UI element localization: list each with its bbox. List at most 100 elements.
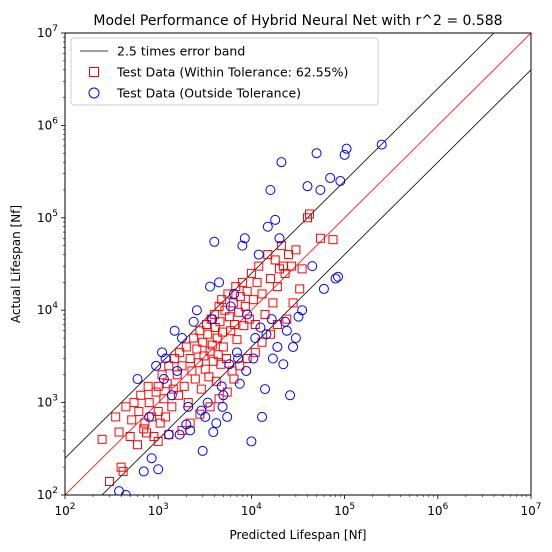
data-point-circle bbox=[276, 157, 287, 168]
data-point-circle bbox=[183, 401, 194, 412]
data-point-circle bbox=[325, 172, 336, 183]
data-point-circle bbox=[293, 311, 304, 322]
data-point-circle bbox=[257, 411, 268, 422]
data-point-square bbox=[244, 314, 254, 324]
data-point-square bbox=[196, 384, 206, 394]
data-point-square bbox=[161, 412, 171, 422]
data-point-square bbox=[315, 233, 325, 243]
data-point-circle bbox=[166, 390, 177, 401]
data-point-square bbox=[199, 351, 209, 361]
data-point-circle bbox=[169, 325, 180, 336]
data-point-circle bbox=[157, 347, 168, 358]
data-point-square bbox=[304, 209, 314, 219]
data-point-square bbox=[235, 361, 245, 371]
data-point-square bbox=[232, 335, 242, 345]
data-point-circle bbox=[202, 397, 213, 408]
data-point-square bbox=[159, 394, 169, 404]
data-point-square bbox=[239, 321, 249, 331]
data-point-square bbox=[211, 376, 221, 386]
data-point-square bbox=[224, 312, 234, 322]
legend-label-outside-tolerance: Test Data (Outside Tolerance) bbox=[116, 86, 301, 101]
data-point-square bbox=[218, 342, 228, 352]
data-point-circle bbox=[307, 261, 318, 272]
data-point-square bbox=[153, 381, 163, 391]
data-point-square bbox=[204, 372, 214, 382]
data-point-circle bbox=[261, 329, 272, 340]
data-point-circle bbox=[160, 353, 171, 364]
x-tick-label: 104 bbox=[241, 502, 262, 518]
data-point-square bbox=[272, 282, 282, 292]
data-point-square bbox=[153, 436, 163, 446]
x-tick-label: 106 bbox=[427, 502, 448, 518]
data-point-circle bbox=[260, 384, 271, 395]
chart-title: Model Performance of Hybrid Neural Net w… bbox=[93, 13, 502, 29]
data-point-square bbox=[287, 261, 297, 271]
data-point-circle bbox=[163, 429, 174, 440]
y-axis-label: Actual Lifespan [Nf] bbox=[9, 205, 23, 323]
data-point-circle bbox=[205, 281, 216, 292]
data-point-circle bbox=[341, 143, 352, 154]
data-point-circle bbox=[266, 314, 277, 325]
data-point-square bbox=[118, 466, 128, 476]
x-tick-label: 105 bbox=[334, 502, 355, 518]
x-tick-label: 107 bbox=[520, 502, 541, 518]
data-point-square bbox=[280, 268, 290, 278]
data-point-square bbox=[198, 337, 208, 347]
data-point-square bbox=[242, 286, 252, 296]
data-point-square bbox=[97, 434, 107, 444]
data-point-square bbox=[282, 314, 292, 324]
legend-circle-marker bbox=[88, 87, 100, 99]
data-point-square bbox=[111, 412, 121, 422]
data-point-square bbox=[153, 407, 163, 417]
data-point-circle bbox=[250, 333, 261, 344]
data-point-circle bbox=[158, 374, 169, 385]
data-point-square bbox=[265, 329, 275, 339]
data-point-circle bbox=[255, 322, 266, 333]
data-point-square bbox=[222, 387, 232, 397]
data-point-circle bbox=[274, 233, 285, 244]
data-point-square bbox=[297, 264, 307, 274]
data-point-square bbox=[248, 295, 258, 305]
data-point-square bbox=[177, 361, 187, 371]
data-point-circle bbox=[288, 341, 299, 352]
data-point-circle bbox=[253, 249, 264, 260]
data-point-square bbox=[265, 274, 275, 284]
data-point-square bbox=[276, 241, 286, 251]
data-point-square bbox=[221, 354, 231, 364]
y-tick-label: 102 bbox=[37, 486, 58, 502]
data-point-circle bbox=[239, 233, 250, 244]
data-point-square bbox=[190, 374, 200, 384]
data-point-square bbox=[193, 358, 203, 368]
data-point-square bbox=[216, 359, 226, 369]
data-point-square bbox=[257, 337, 267, 347]
data-point-circle bbox=[246, 436, 257, 447]
data-point-circle bbox=[153, 464, 164, 475]
series-1 bbox=[114, 139, 387, 495]
data-point-circle bbox=[311, 148, 322, 159]
data-point-square bbox=[192, 344, 202, 354]
legend-label-within-tolerance: Test Data (Within Tolerance: 62.55%) bbox=[116, 65, 348, 80]
y-tick-label: 107 bbox=[37, 24, 58, 40]
data-point-circle bbox=[285, 390, 296, 401]
data-point-square bbox=[168, 384, 178, 394]
data-point-circle bbox=[191, 305, 202, 316]
data-point-square bbox=[185, 354, 195, 364]
legend: 2.5 times error band Test Data (Within T… bbox=[70, 37, 379, 106]
data-point-circle bbox=[132, 374, 143, 385]
data-point-circle bbox=[228, 288, 239, 299]
data-point-circle bbox=[233, 353, 244, 364]
data-point-square bbox=[129, 398, 139, 408]
data-point-square bbox=[288, 298, 298, 308]
data-point-circle bbox=[376, 139, 387, 150]
data-point-circle bbox=[333, 271, 344, 282]
data-point-square bbox=[151, 387, 161, 397]
data-point-square bbox=[125, 431, 135, 441]
data-point-circle bbox=[216, 381, 227, 392]
data-point-circle bbox=[265, 184, 276, 195]
data-point-circle bbox=[290, 333, 301, 344]
legend-square-marker bbox=[89, 67, 99, 77]
data-point-circle bbox=[315, 184, 326, 195]
data-point-square bbox=[167, 402, 177, 412]
